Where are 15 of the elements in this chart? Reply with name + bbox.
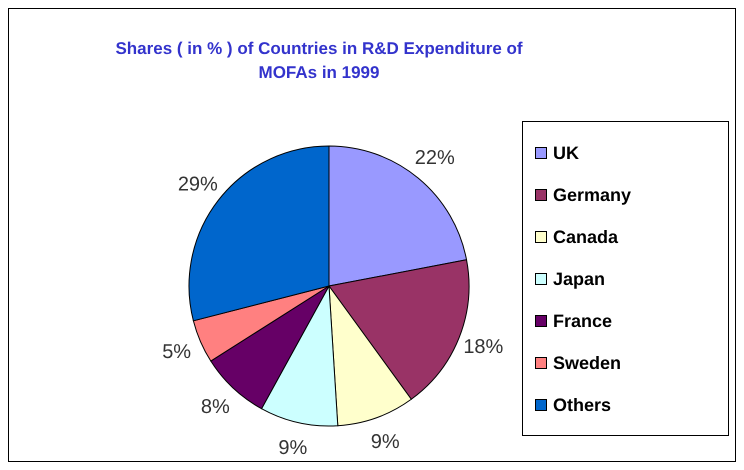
legend-label: Japan — [553, 268, 606, 290]
legend-label: France — [553, 310, 612, 332]
legend-label: Sweden — [553, 352, 622, 374]
legend-label: Canada — [553, 226, 618, 248]
data-label: 9% — [370, 431, 400, 454]
legend-label: Germany — [553, 184, 632, 206]
legend-label: UK — [553, 142, 579, 164]
data-label: 18% — [463, 336, 504, 358]
data-label: 29% — [178, 173, 218, 196]
legend-label: Others — [553, 394, 612, 416]
data-label: 22% — [414, 147, 456, 170]
chart-title: Shares ( in % ) of Countries in R&D Expenditure of MOFAs in 1999 — [114, 38, 524, 84]
data-label: 5% — [162, 340, 192, 363]
data-label: 8% — [200, 396, 230, 418]
data-label: 9% — [278, 437, 308, 459]
